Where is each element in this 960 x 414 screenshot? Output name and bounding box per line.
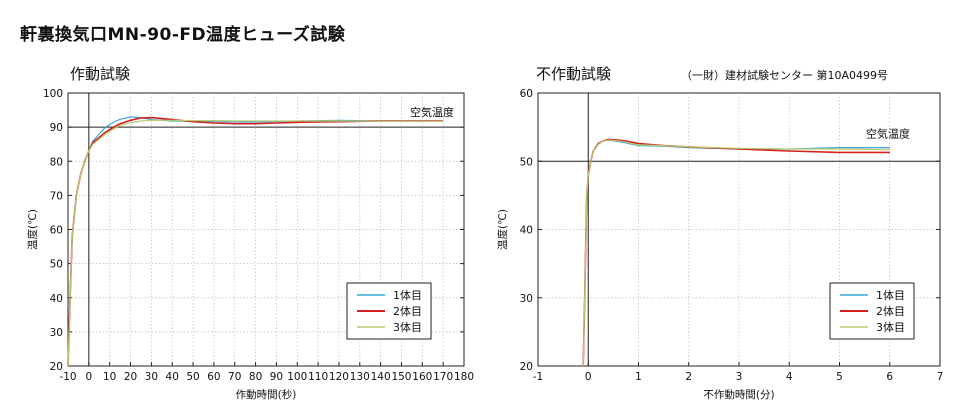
y-axis-label: 温度(℃) — [26, 209, 39, 250]
legend-label-1: 1体目 — [876, 288, 905, 302]
y-tick-label: 20 — [50, 361, 63, 373]
y-tick-label: 50 — [50, 259, 63, 271]
y-tick-label: 30 — [50, 327, 63, 339]
x-tick-label: 40 — [166, 371, 179, 383]
x-tick-label: 70 — [228, 371, 241, 383]
legend-label-2: 2体目 — [393, 304, 422, 318]
x-tick-label: 6 — [886, 371, 893, 383]
x-tick-label: 5 — [836, 371, 843, 383]
x-tick-label: -10 — [59, 371, 76, 383]
x-tick-label: 0 — [85, 371, 92, 383]
chart-title: 不作動試験 — [536, 65, 611, 83]
legend-label-1: 1体目 — [393, 288, 422, 302]
x-tick-label: 4 — [786, 371, 793, 383]
x-tick-label: 30 — [145, 371, 158, 383]
x-tick-label: 170 — [433, 371, 453, 383]
chart-non-operation-test: 不作動試験 （一財）建材試験センター 第10A0499号 -1 0 1 2 3 4 5 6 7 20 3… — [496, 65, 943, 401]
x-tick-label: 160 — [412, 371, 432, 383]
x-tick-label: 150 — [391, 371, 411, 383]
y-tick-label: 40 — [520, 225, 533, 237]
page-title: 軒裏換気口MN-90-FD温度ヒューズ試験 — [20, 25, 346, 45]
y-tick-label: 90 — [50, 122, 63, 134]
x-tick-label: 60 — [207, 371, 220, 383]
x-tick-label: 3 — [736, 371, 743, 383]
y-tick-label: 80 — [50, 156, 63, 168]
legend-label-3: 3体目 — [393, 320, 422, 334]
chart-operation-test: 作動試験-10 0 10 20 30 40 50 60 70 80 90 100 110 120 130 14… — [26, 65, 474, 401]
x-tick-label: 100 — [287, 371, 307, 383]
x-tick-label: 110 — [308, 371, 328, 383]
y-tick-label: 100 — [43, 88, 63, 100]
x-tick-label: 80 — [249, 371, 262, 383]
y-axis-label: 温度(℃) — [496, 209, 509, 250]
x-tick-label: 140 — [371, 371, 391, 383]
x-axis-label: 作動時間(秒) — [236, 388, 297, 401]
legend-label-3: 3体目 — [876, 320, 905, 334]
legend-label-2: 2体目 — [876, 304, 905, 318]
y-tick-label: 60 — [520, 88, 533, 100]
x-tick-label: 50 — [186, 371, 199, 383]
x-tick-label: 10 — [103, 371, 116, 383]
chart-subtitle: （一財）建材試験センター 第10A0499号 — [681, 68, 888, 82]
series-line-3 — [67, 119, 444, 367]
x-tick-label: 20 — [124, 371, 137, 383]
x-tick-label: 1 — [635, 371, 642, 383]
x-tick-label: 180 — [454, 371, 474, 383]
x-tick-label: 7 — [937, 371, 944, 383]
y-tick-label: 40 — [50, 293, 63, 305]
x-tick-label: -1 — [533, 371, 543, 383]
y-tick-label: 60 — [50, 225, 63, 237]
series-line-3 — [582, 139, 890, 367]
x-tick-label: 120 — [329, 371, 349, 383]
air-temperature-label: 空気温度 — [410, 105, 454, 119]
x-tick-label: 2 — [685, 371, 692, 383]
chart-title: 作動試験 — [70, 65, 130, 83]
x-tick-label: 90 — [270, 371, 283, 383]
x-axis-label: 不作動時間(分) — [703, 388, 774, 401]
x-tick-label: 130 — [350, 371, 370, 383]
y-tick-label: 20 — [520, 361, 533, 373]
y-tick-label: 30 — [520, 293, 533, 305]
y-tick-label: 70 — [50, 190, 63, 202]
y-tick-label: 50 — [520, 156, 533, 168]
air-temperature-label: 空気温度 — [866, 126, 910, 140]
x-tick-label: 0 — [585, 371, 592, 383]
